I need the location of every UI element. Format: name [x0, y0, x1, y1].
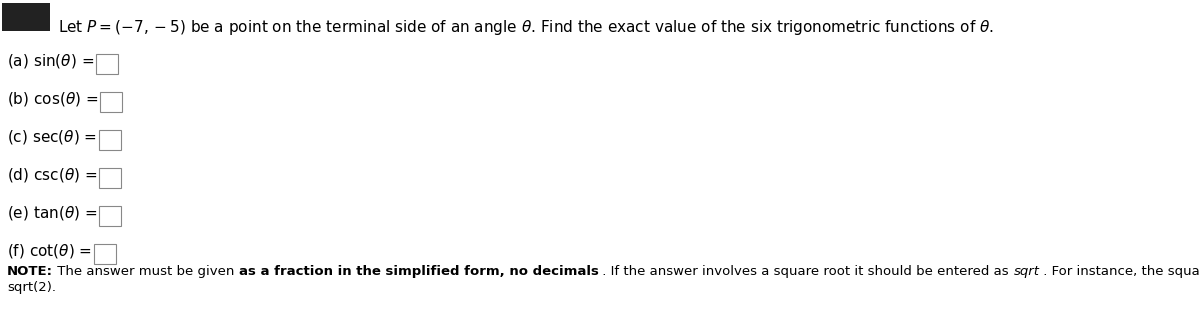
Text: . For instance, the square root of 2 should be written as: . For instance, the square root of 2 sho… — [1039, 265, 1200, 278]
Text: (c) sec($\theta$) =: (c) sec($\theta$) = — [7, 128, 98, 146]
Bar — [2, 3, 50, 31]
Text: (e) tan($\theta$) =: (e) tan($\theta$) = — [7, 204, 98, 222]
Text: (f) cot($\theta$) =: (f) cot($\theta$) = — [7, 242, 94, 260]
Text: sqrt(2).: sqrt(2). — [7, 281, 56, 294]
Text: (b) cos($\theta$) =: (b) cos($\theta$) = — [7, 90, 100, 108]
FancyBboxPatch shape — [96, 54, 118, 74]
Text: Let $P = (-7, -5)$ be a point on the terminal side of an angle $\theta$. Find th: Let $P = (-7, -5)$ be a point on the ter… — [58, 18, 994, 37]
Text: (d) csc($\theta$) =: (d) csc($\theta$) = — [7, 166, 98, 184]
FancyBboxPatch shape — [94, 244, 115, 264]
Text: The answer must be given: The answer must be given — [53, 265, 239, 278]
FancyBboxPatch shape — [98, 130, 121, 150]
Text: as a fraction in the simplified form, no decimals: as a fraction in the simplified form, no… — [239, 265, 599, 278]
Text: sqrt: sqrt — [1013, 265, 1039, 278]
FancyBboxPatch shape — [98, 206, 121, 226]
Text: (a) sin($\theta$) =: (a) sin($\theta$) = — [7, 52, 96, 70]
FancyBboxPatch shape — [100, 92, 122, 112]
Text: NOTE:: NOTE: — [7, 265, 53, 278]
Text: . If the answer involves a square root it should be entered as: . If the answer involves a square root i… — [599, 265, 1013, 278]
FancyBboxPatch shape — [98, 168, 121, 188]
